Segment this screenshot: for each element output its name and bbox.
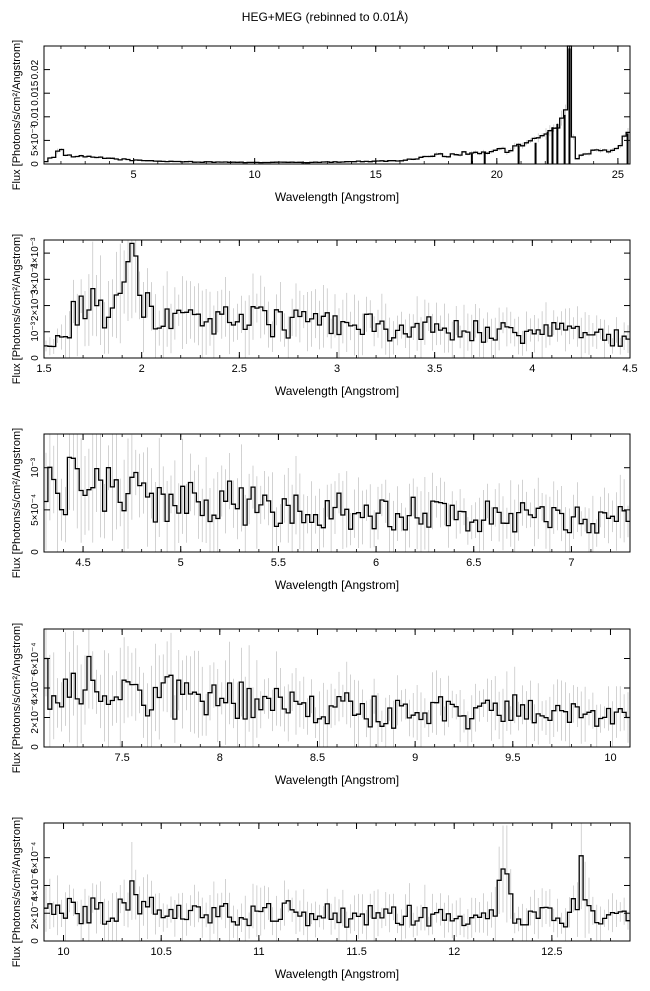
x-tick-label: 12.5 [541, 946, 562, 958]
x-tick-label: 25 [612, 169, 624, 181]
spectrum-panel-2: 1.5 2 2.5 3 3.5 4 4.5 10⁻³2×10⁻³3×10⁻³4×10⁻³ 0 Wa… [11, 234, 638, 398]
x-tick-label: 6 [373, 557, 379, 569]
y-tick-label: 2×10⁻⁴ [30, 701, 41, 733]
x-tick-label: 11.5 [346, 946, 367, 958]
x-tick-label: 20 [491, 169, 503, 181]
y-axis-label: Flux [Photons/s/cm²/Angstrom] [11, 428, 23, 578]
y-tick-label: 0 [30, 549, 41, 555]
x-tick-label: 5 [131, 169, 137, 181]
x-tick-label: 5 [178, 557, 184, 569]
x-tick-label: 10 [249, 169, 261, 181]
y-tick-label: 0 [30, 744, 41, 750]
x-tick-label: 1.5 [36, 363, 51, 375]
y-tick-label: 0 [30, 161, 41, 167]
y-tick-label: 4×10⁻⁴ [30, 869, 41, 901]
y-tick-label: 5×10⁻³ [30, 124, 41, 156]
x-axis-label: Wavelength [Angstrom] [275, 578, 399, 592]
y-axis-label: Flux [Photons/s/cm²/Angstrom] [11, 623, 23, 773]
x-tick-label: 4.5 [75, 557, 90, 569]
y-tick-label: 4×10⁻³ [30, 237, 41, 269]
spectrum-line [44, 242, 630, 348]
y-axis-label: Flux [Photons/s/cm²/Angstrom] [11, 234, 23, 384]
y-tick-label: 0.01 [30, 107, 41, 127]
spectrum-panel-3: 4.5 5 5.5 6 6.5 7 5×10⁻⁴ 10⁻³ 0 Wavelength [Angst… [11, 428, 631, 592]
x-tick-label: 2 [139, 363, 145, 375]
spectrum-panel-5: 10 10.5 11 11.5 12 12.5 2×10⁻⁴4×10⁻⁴6×10⁻⁴ 0 Wav… [11, 817, 631, 981]
x-tick-label: 15 [370, 169, 382, 181]
error-bars [45, 629, 629, 747]
y-tick-label: 10⁻³ [30, 321, 41, 341]
x-tick-label: 4.5 [622, 363, 637, 375]
y-tick-label: 0 [30, 355, 41, 361]
y-tick-label: 0.02 [30, 59, 41, 79]
figure-title: HEG+MEG (rebinned to 0.01Å) [241, 10, 409, 24]
spectrum-line [44, 655, 630, 730]
x-tick-label: 10 [57, 946, 69, 958]
y-tick-label: 6×10⁻⁴ [30, 642, 41, 674]
spectrum-line [44, 456, 630, 534]
x-tick-label: 2.5 [232, 363, 247, 375]
x-tick-label: 4 [529, 363, 535, 375]
y-tick-label: 0.015 [30, 80, 41, 105]
x-axis-label: Wavelength [Angstrom] [275, 190, 399, 204]
x-tick-label: 8.5 [310, 752, 325, 764]
y-tick-label: 2×10⁻³ [30, 289, 41, 321]
x-tick-label: 7 [568, 557, 574, 569]
y-tick-label: 5×10⁻⁴ [30, 494, 41, 526]
x-tick-label: 9 [412, 752, 418, 764]
y-tick-label: 10⁻³ [30, 457, 41, 477]
y-tick-label: 6×10⁻⁴ [30, 842, 41, 874]
x-tick-label: 10.5 [150, 946, 171, 958]
spectrum-panel-4: 7.5 8 8.5 9 9.5 10 2×10⁻⁴4×10⁻⁴6×10⁻⁴ 0 Waveleng… [11, 623, 631, 787]
y-tick-label: 0 [30, 938, 41, 944]
x-axis-label: Wavelength [Angstrom] [275, 967, 399, 981]
y-tick-label: 2×10⁻⁴ [30, 897, 41, 929]
x-axis-label: Wavelength [Angstrom] [275, 773, 399, 787]
y-tick-label: 4×10⁻⁴ [30, 672, 41, 704]
x-tick-label: 9.5 [505, 752, 520, 764]
error-bars [45, 240, 629, 358]
x-tick-label: 5.5 [271, 557, 286, 569]
x-tick-label: 7.5 [114, 752, 129, 764]
x-tick-label: 11 [253, 946, 264, 958]
x-tick-label: 10 [604, 752, 616, 764]
x-axis-label: Wavelength [Angstrom] [275, 384, 399, 398]
y-tick-label: 3×10⁻³ [30, 263, 41, 295]
x-tick-label: 6.5 [466, 557, 481, 569]
spectrum-line [44, 855, 630, 928]
x-tick-label: 8 [217, 752, 223, 764]
x-tick-label: 3 [334, 363, 340, 375]
error-bars [45, 46, 629, 163]
x-tick-label: 3.5 [427, 363, 442, 375]
x-tick-label: 12 [448, 946, 460, 958]
y-axis-label: Flux [Photons/s/cm²/Angstrom] [11, 817, 23, 967]
plot-frame [43, 45, 631, 165]
spectrum-line [44, 45, 630, 164]
y-axis-label: Flux [Photons/s/cm²/Angstrom] [11, 40, 23, 190]
